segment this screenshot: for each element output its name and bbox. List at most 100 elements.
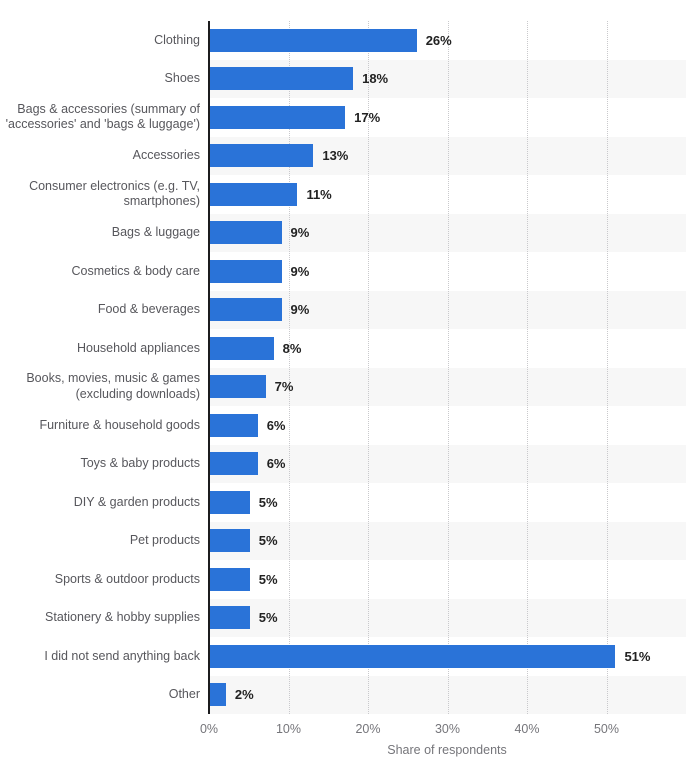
bar [210, 452, 258, 476]
bar-row: Furniture & household goods 6% [0, 406, 686, 445]
bar [210, 683, 226, 707]
value-label: 5% [258, 533, 278, 549]
x-tick-label: 10% [275, 722, 302, 736]
bar-track: 2% [210, 675, 686, 714]
value-label: 51% [624, 648, 651, 664]
value-label: 5% [258, 571, 278, 587]
bar [210, 105, 346, 129]
value-label: 18% [362, 71, 389, 87]
value-label: 17% [354, 109, 381, 125]
category-label: Toys & baby products [80, 456, 200, 470]
category-label: I did not send anything back [44, 648, 200, 663]
bar-track: 6% [210, 444, 686, 483]
bar-row: Shoes 18% [0, 59, 686, 98]
category-label: Other [168, 687, 200, 701]
bar-track: 26% [210, 21, 686, 60]
bar [210, 606, 250, 630]
value-label: 9% [290, 225, 310, 241]
category-label: Bags & accessories (summary of 'accessor… [5, 101, 200, 132]
x-tick-label: 40% [514, 722, 540, 736]
category-label: Accessories [132, 148, 200, 162]
bar [210, 644, 616, 668]
bar-track: 9% [210, 252, 686, 291]
bar-row: Consumer electronics (e.g. TV, smartphon… [0, 175, 686, 214]
category-label: Books, movies, music & games (excluding … [26, 371, 200, 401]
category-label: Shoes [164, 71, 200, 85]
bar-track: 18% [210, 59, 686, 98]
bar [210, 375, 266, 399]
bar [210, 182, 298, 206]
bar-row: Pet products 5% [0, 521, 686, 560]
x-tick-label: 30% [434, 722, 461, 736]
bar [210, 259, 282, 283]
rows: Clothing 26% Shoes 18% Bags & accessories (s… [0, 21, 686, 714]
bar [210, 529, 250, 553]
value-label: 11% [306, 186, 332, 202]
bar-track: 8% [210, 329, 686, 368]
category-label: Stationery & hobby supplies [45, 610, 200, 624]
bar [210, 221, 282, 245]
value-label: 13% [322, 148, 349, 164]
bar-track: 11% [210, 175, 686, 214]
bar-row: Toys & baby products 6% [0, 444, 686, 483]
bar-row: Stationery & hobby supplies 5% [0, 598, 686, 637]
bar-row: DIY & garden products 5% [0, 483, 686, 522]
bar [210, 413, 258, 437]
value-label: 2% [234, 687, 254, 703]
bar-track: 17% [210, 98, 686, 137]
value-label: 5% [258, 610, 278, 626]
bar-row: Books, movies, music & games (excluding … [0, 367, 686, 406]
bar [210, 336, 274, 360]
y-axis-line [208, 21, 210, 714]
bar-track: 9% [210, 213, 686, 252]
value-label: 8% [282, 340, 302, 356]
category-label: Food & beverages [97, 302, 200, 316]
bar [210, 67, 354, 91]
bar-row: I did not send anything back 51% [0, 637, 686, 676]
value-label: 9% [290, 302, 310, 318]
bar-row: Cosmetics & body care 9% [0, 252, 686, 291]
bar-row: Food & beverages 9% [0, 290, 686, 329]
x-tick-label: 0% [199, 722, 219, 736]
bar [210, 28, 417, 52]
bar-row: Other 2% [0, 675, 686, 714]
category-label: Consumer electronics (e.g. TV, smartphon… [29, 178, 200, 209]
value-label: 26% [425, 32, 452, 48]
value-label: 7% [274, 379, 294, 395]
bar-row: Clothing 26% [0, 21, 686, 60]
category-label: Household appliances [76, 340, 200, 355]
value-label: 9% [290, 263, 310, 279]
bar-row: Bags & accessories (summary of 'accessor… [0, 98, 686, 137]
x-tick-label: 50% [593, 722, 620, 736]
category-label: Pet products [129, 533, 200, 547]
bar-track: 5% [210, 483, 686, 522]
bar [210, 567, 250, 591]
bar-row: Accessories 13% [0, 136, 686, 175]
category-label: Bags & luggage [111, 225, 200, 239]
value-label: 5% [258, 494, 278, 510]
category-label: Sports & outdoor products [54, 571, 200, 586]
bar-track: 5% [210, 521, 686, 560]
bar-track: 7% [210, 367, 686, 406]
bar-track: 13% [210, 136, 686, 175]
bar [210, 298, 282, 322]
bar-track: 9% [210, 290, 686, 329]
bar [210, 490, 250, 514]
bar-row: Bags & luggage 9% [0, 213, 686, 252]
category-label: Furniture & household goods [39, 417, 200, 432]
bar-row: Household appliances 8% [0, 329, 686, 368]
category-label: DIY & garden products [73, 494, 200, 509]
bar-track: 5% [210, 598, 686, 637]
category-label: Clothing [154, 32, 200, 47]
x-tick-label: 20% [355, 722, 381, 736]
bar-track: 6% [210, 406, 686, 445]
category-label: Cosmetics & body care [71, 263, 200, 278]
value-label: 6% [266, 417, 286, 433]
bar [210, 144, 314, 168]
bar-track: 51% [210, 637, 686, 676]
value-label: 6% [266, 456, 286, 472]
bar-track: 5% [210, 560, 686, 599]
x-axis-title: Share of respondents [387, 743, 507, 757]
bar-row: Sports & outdoor products 5% [0, 560, 686, 599]
